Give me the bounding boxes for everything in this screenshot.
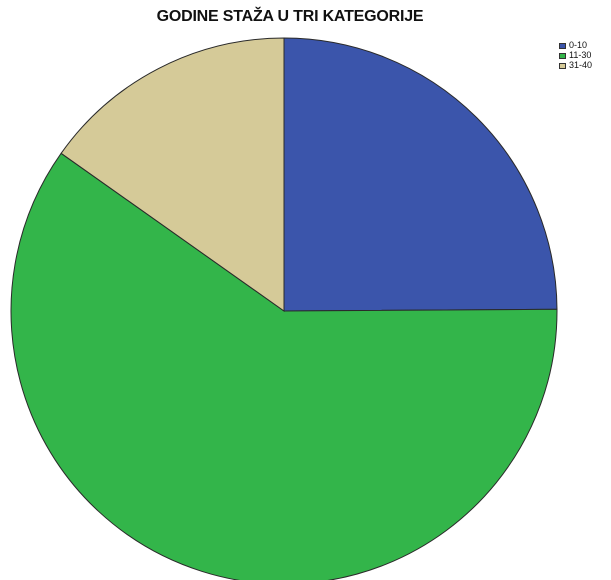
pie-slice-31-40: [60, 37, 285, 312]
pie-slice-0-10: [283, 37, 558, 312]
legend: 0-10 11-30 31-40: [559, 41, 592, 71]
legend-label-31-40: 31-40: [569, 60, 593, 70]
chart-title: GODINE STAŽA U TRI KATEGORIJE: [156, 8, 424, 25]
legend-item-11-30: 11-30: [559, 51, 592, 60]
pie-slice-11-30: [10, 152, 558, 580]
legend-item-31-40: 31-40: [559, 61, 592, 70]
legend-swatch-31-40: [559, 62, 566, 69]
legend-item-0-10: 0-10: [559, 41, 592, 50]
legend-swatch-11-30: [559, 52, 566, 59]
legend-label-11-30: 11-30: [569, 50, 592, 60]
legend-swatch-0-10: [559, 42, 566, 49]
legend-label-0-10: 0-10: [569, 40, 588, 50]
